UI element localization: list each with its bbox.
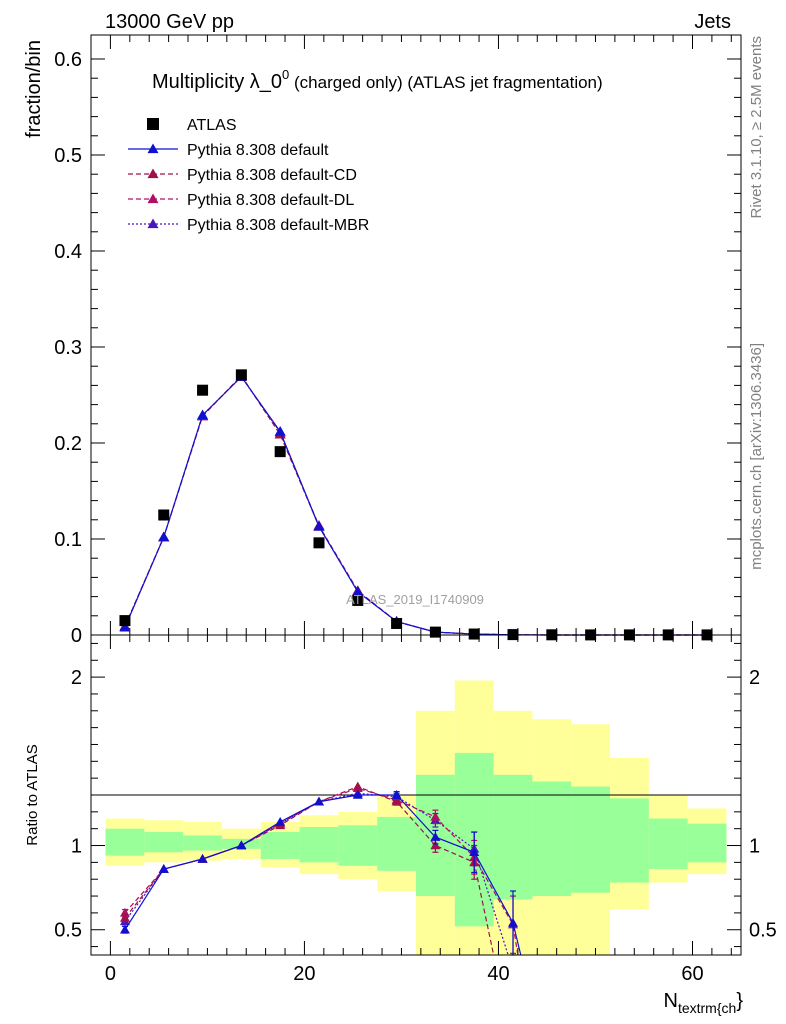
rivet-version-label: Rivet 3.1.10, ≥ 2.5M events <box>748 36 765 219</box>
x-axis-label-tail: } <box>736 990 743 1012</box>
y-tick-label: 0.6 <box>54 49 82 71</box>
mcplots-label: mcplots.cern.ch [arXiv:1306.3436] <box>748 343 765 570</box>
atlas-data-point <box>235 369 247 381</box>
legend-marker <box>147 218 159 229</box>
y-tick-label: 0.1 <box>54 529 82 551</box>
ratio-x-tick-label: 60 <box>681 963 703 985</box>
ratio-series-marker <box>236 840 247 850</box>
ratio-y-tick-label-right: 2 <box>749 667 760 689</box>
ratio-series-marker <box>313 796 324 806</box>
y-tick-label: 0.5 <box>54 145 82 167</box>
main-series-marker <box>313 521 325 531</box>
ratio-series-marker <box>119 912 130 922</box>
ratio-series-marker <box>391 790 402 799</box>
atlas-data-point <box>429 626 441 638</box>
ratio-band-inner <box>299 827 339 863</box>
header-left: 13000 GeV pp <box>105 11 234 33</box>
ratio-series-marker <box>469 847 480 857</box>
ratio-series-marker <box>275 816 286 826</box>
ratio-x-tick-label: 40 <box>487 963 509 985</box>
legend: ATLAS Pythia 8.308 default Pythia 8.308 de… <box>128 117 369 234</box>
ratio-band-inner <box>183 835 222 851</box>
ratio-band-inner <box>377 816 416 871</box>
legend-label: ATLAS <box>187 117 237 134</box>
main-y-tick-labels: 0 0.1 0.2 0.3 0.4 0.5 0.6 <box>54 49 82 647</box>
ratio-band-inner <box>648 818 688 870</box>
ratio-series-group <box>119 781 522 956</box>
ratio-series-marker <box>158 864 169 873</box>
chart-title: Multiplicity λ_00 (charged only) (ATLAS … <box>152 67 603 93</box>
ratio-x-axis-label: Ntextrm{ch} <box>664 990 744 1016</box>
ratio-series-marker <box>197 854 208 863</box>
ratio-error-bands <box>105 680 727 955</box>
ratio-series-marker <box>430 832 441 841</box>
ratio-band-inner <box>105 828 145 856</box>
ratio-y-tick-label: 1 <box>71 836 82 858</box>
atlas-data-point <box>313 537 325 549</box>
atlas-data-point <box>197 384 209 396</box>
ratio-series-marker <box>391 796 402 806</box>
ratio-band-inner <box>571 786 611 893</box>
legend-label: Pythia 8.308 default-CD <box>187 167 357 184</box>
main-series-marker <box>197 409 209 420</box>
atlas-data-point <box>158 509 170 521</box>
ratio-band-inner <box>532 781 572 897</box>
y-tick-label: 0.4 <box>54 241 82 263</box>
main-series-marker <box>158 531 170 542</box>
chart-title-rest: (charged only) (ATLAS jet fragmentation) <box>289 73 602 92</box>
ratio-series-marker <box>430 811 441 821</box>
y-tick-label: 0 <box>71 625 82 647</box>
legend-label: Pythia 8.308 default-MBR <box>187 217 369 234</box>
legend-marker <box>147 143 159 154</box>
ratio-y-tick-label: 2 <box>71 667 82 689</box>
ratio-plot-frame <box>90 634 742 956</box>
ratio-series-marker <box>352 790 363 799</box>
legend-label: Pythia 8.308 default-DL <box>187 192 354 209</box>
chart-title-sup: 0 <box>282 67 289 82</box>
y-tick-label: 0.3 <box>54 337 82 359</box>
ratio-series-marker <box>119 924 130 934</box>
x-axis-label-main: N <box>664 990 678 1012</box>
atlas-data-point <box>468 628 480 640</box>
ratio-band-inner <box>687 823 727 863</box>
ratio-series-marker <box>508 918 519 927</box>
ratio-y-tick-labels: 0.5 0.5 1 1 2 2 <box>54 667 777 942</box>
x-axis-label-sub: textrm{ch <box>678 1000 736 1016</box>
header-right: Jets <box>694 11 731 33</box>
ratio-band-inner <box>260 832 300 859</box>
ratio-x-tick-label: 20 <box>293 963 315 985</box>
atlas-data-point <box>274 446 286 458</box>
chart-title-main: Multiplicity λ_0 <box>152 71 282 93</box>
main-series-marker <box>119 621 131 632</box>
ratio-y-tick-label-right: 1 <box>749 836 760 858</box>
ratio-y-tick-label: 0.5 <box>54 920 82 942</box>
atlas-data-point <box>119 615 131 627</box>
ratio-y-tick-label-right: 0.5 <box>749 920 777 942</box>
main-series-group <box>119 369 713 641</box>
main-series-marker <box>274 425 286 436</box>
ratio-axis-ticks <box>91 635 741 955</box>
ratio-x-tick-label: 0 <box>105 963 116 985</box>
atlas-data-point <box>352 594 364 606</box>
ratio-band-inner <box>144 832 184 853</box>
legend-marker <box>147 168 159 179</box>
watermark: ATLAS_2019_I1740909 <box>346 592 484 607</box>
main-y-axis-label: fraction/bin <box>23 40 45 138</box>
ratio-band-inner <box>338 825 378 866</box>
ratio-y-axis-label: Ratio to ATLAS <box>24 744 41 845</box>
main-axis-ticks <box>91 35 741 636</box>
atlas-data-point <box>391 617 403 629</box>
ratio-series-marker <box>430 840 441 850</box>
main-series-marker <box>352 586 364 596</box>
legend-label: Pythia 8.308 default <box>187 142 329 159</box>
ratio-series-marker <box>352 781 363 791</box>
legend-marker-atlas <box>147 118 159 130</box>
y-tick-label: 0.2 <box>54 433 82 455</box>
ratio-band-inner <box>610 798 649 883</box>
ratio-series-line <box>124 794 522 956</box>
ratio-band-inner <box>493 774 533 900</box>
legend-marker <box>147 193 159 204</box>
ratio-x-tick-labels: 0 20 40 60 <box>105 963 704 985</box>
